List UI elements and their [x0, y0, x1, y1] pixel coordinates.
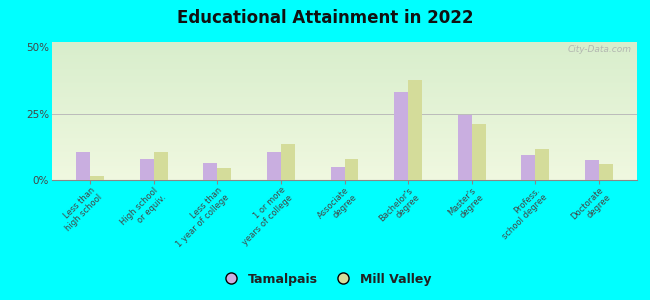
Bar [90, 176, 104, 180]
Text: City-Data.com: City-Data.com [567, 45, 631, 54]
Bar [521, 155, 535, 180]
Bar [140, 159, 154, 180]
Bar [203, 163, 217, 180]
Bar [330, 167, 344, 180]
Text: Educational Attainment in 2022: Educational Attainment in 2022 [177, 9, 473, 27]
Bar [535, 149, 549, 180]
Legend: Tamalpais, Mill Valley: Tamalpais, Mill Valley [213, 268, 437, 291]
Bar [585, 160, 599, 180]
Bar [267, 152, 281, 180]
Bar [217, 168, 231, 180]
Bar [599, 164, 613, 180]
Bar [394, 92, 408, 180]
Bar [472, 124, 486, 180]
Bar [344, 159, 359, 180]
Bar [281, 144, 295, 180]
Bar [76, 152, 90, 180]
Bar [458, 115, 472, 180]
Bar [154, 152, 168, 180]
Bar [408, 80, 422, 180]
